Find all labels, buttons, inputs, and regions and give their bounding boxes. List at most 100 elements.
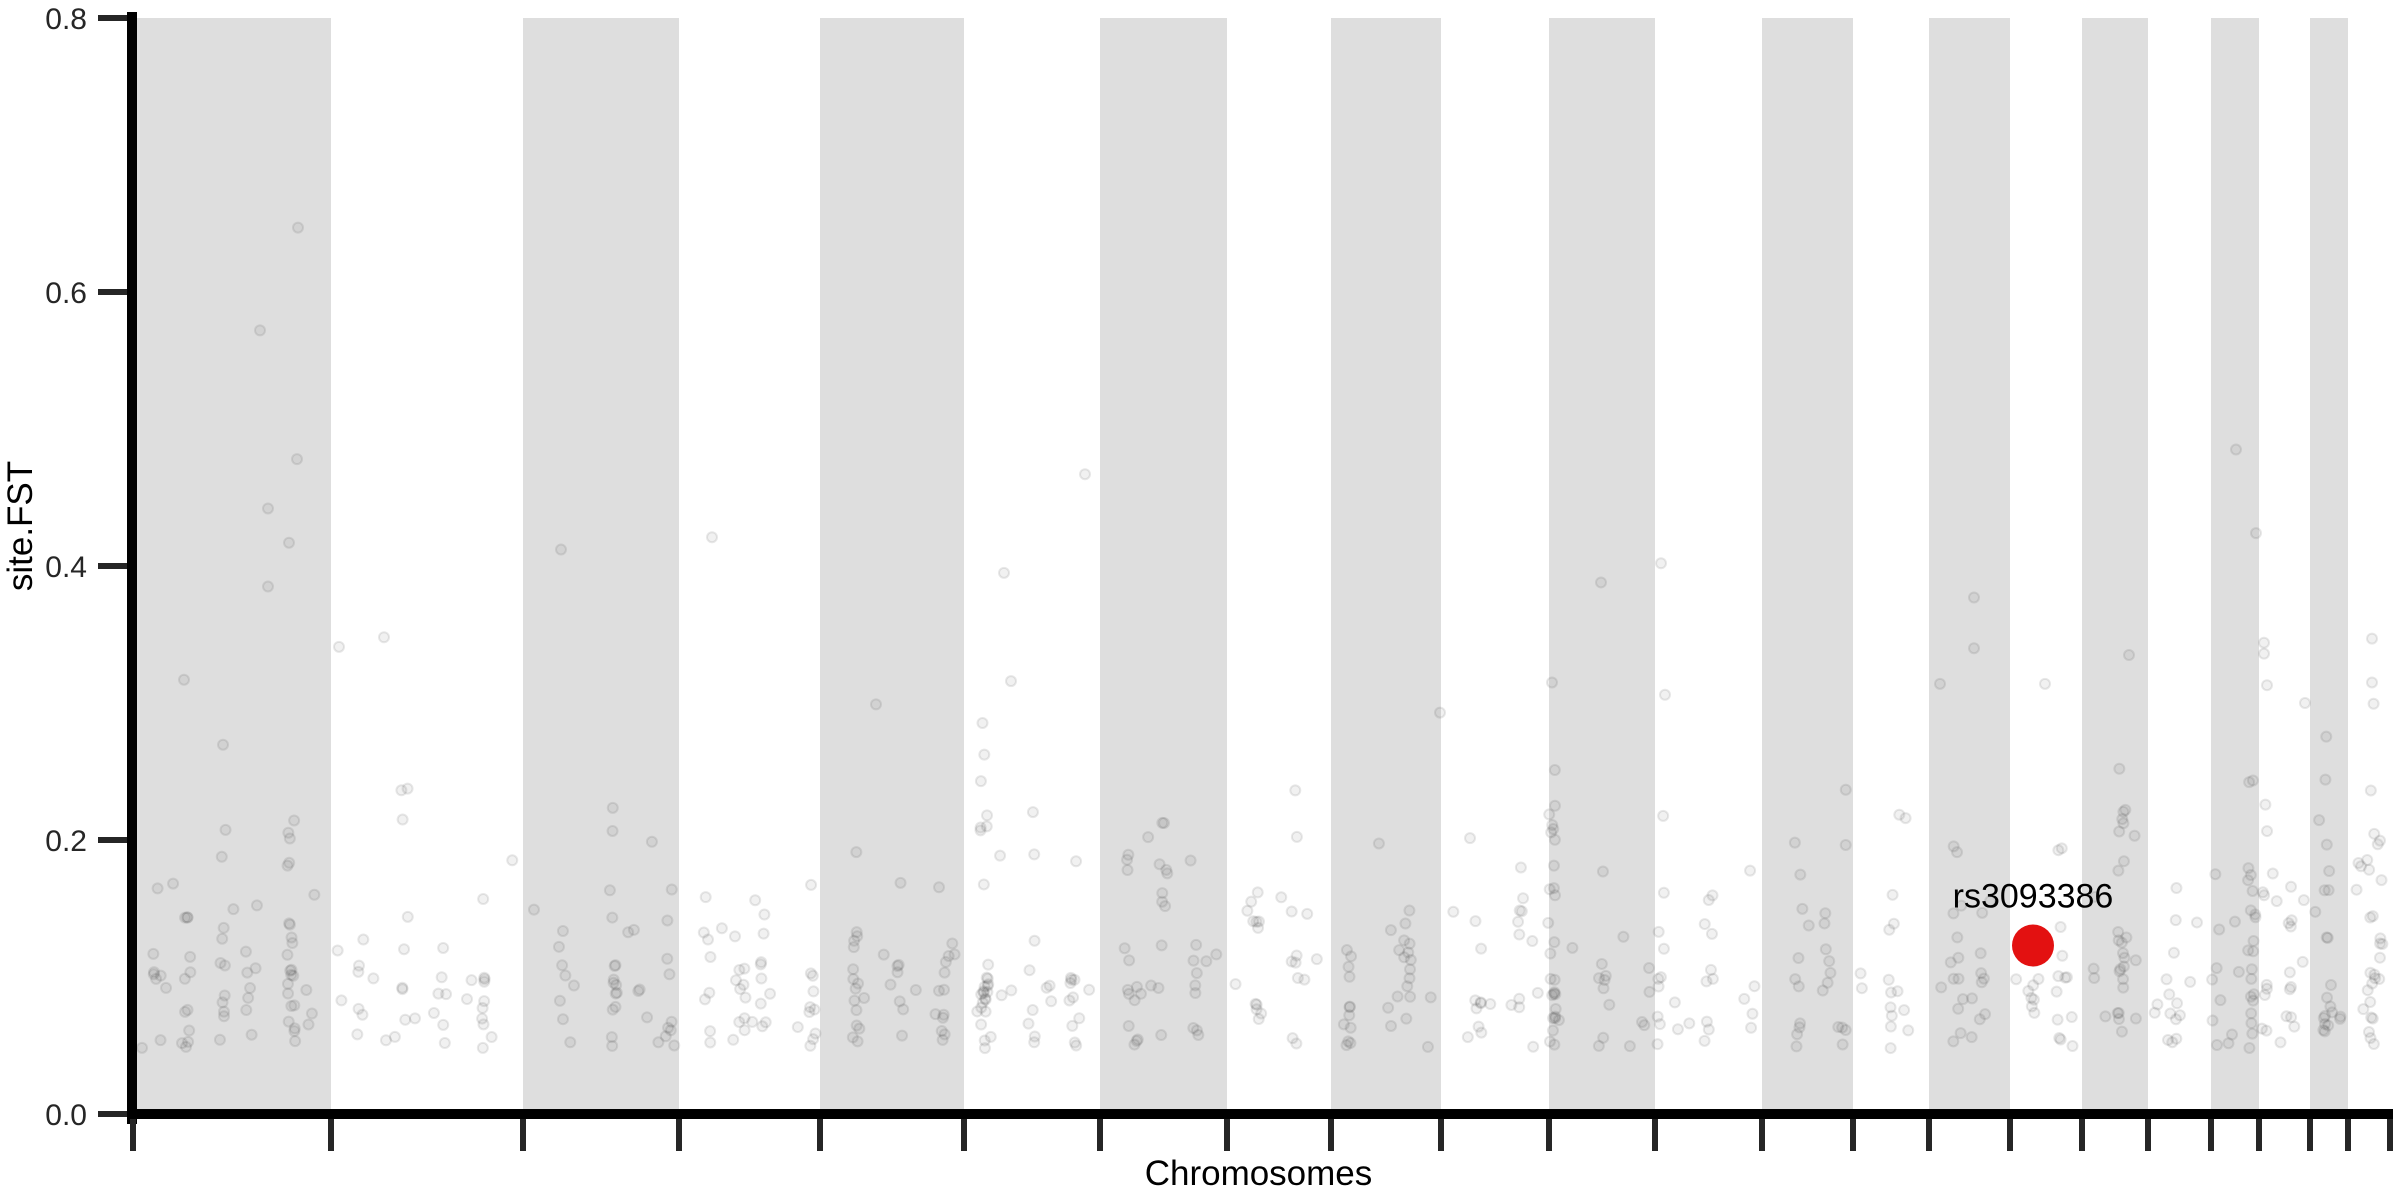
snp-point [552,940,565,953]
snp-outlier-point [1005,675,1017,688]
snp-point [1285,905,1298,918]
snp-point [1343,1009,1356,1022]
snp-point [1028,934,1041,947]
snp-point [1793,1021,1806,1034]
snp-point [1515,905,1528,918]
snp-point [2284,920,2297,933]
snp-point [2112,934,2125,947]
snp-point [2129,954,2142,967]
snp-point [1505,998,1518,1011]
snp-point [181,1003,194,1016]
snp-point [2285,914,2298,927]
snp-outlier-point [2366,676,2378,689]
snp-point [2115,936,2128,949]
snp-point [183,1024,196,1037]
snp-point [2297,894,2310,907]
snp-point [2053,1031,2066,1044]
snp-point [2022,985,2035,998]
snp-outlier-point [1655,557,1667,570]
snp-point [698,993,711,1006]
snp-point [2249,911,2262,924]
snp-point [979,993,992,1006]
snp-point [1342,1035,1355,1048]
snp-point [2246,1027,2259,1040]
snp-point [1192,1028,1205,1041]
snp-point [1657,809,1670,822]
snp-point [1469,915,1482,928]
snp-point [2357,1003,2370,1016]
snp-point [1544,972,1557,985]
snp-point [242,991,255,1004]
snp-point [1700,1015,1713,1028]
snp-outlier-point [2250,527,2262,540]
snp-point [283,832,296,845]
snp-point [1275,891,1288,904]
snp-point [2246,774,2259,787]
y-tick-label: 0.0 [45,1099,87,1132]
snp-point [2334,1010,2347,1023]
snp-point [850,846,863,859]
snp-point [606,1003,619,1016]
snp-point [219,823,232,836]
snp-point [929,1008,942,1021]
snp-point [2247,988,2260,1001]
snp-point [218,959,231,972]
snp-point [2114,963,2127,976]
snp-point [249,962,262,975]
snp-point [979,1005,992,1018]
snp-point [980,971,993,984]
snp-point [1788,836,1801,849]
snp-point [2056,949,2069,962]
snp-point [1597,1031,1610,1044]
snp-point [2120,931,2133,944]
snp-point [1789,973,1802,986]
snp-point [478,971,491,984]
snp-point [2368,968,2381,981]
snp-point [1671,1023,1684,1036]
snp-point [1802,919,1815,932]
snp-point [154,969,167,982]
snp-point [288,999,301,1012]
snp-point [1790,1040,1803,1053]
snp-point [2115,1025,2128,1038]
snp-point [1597,982,1610,995]
snp-point [1484,998,1497,1011]
snp-point [559,969,572,982]
snp-point [2320,838,2333,851]
snp-point [2054,920,2067,933]
highlight-point[interactable] [2012,924,2054,967]
snp-point [2274,1036,2287,1049]
snp-outlier-point [2261,679,2273,692]
snp-point [755,972,768,985]
snp-point [2371,838,2384,851]
snp-point [936,1011,949,1024]
snp-point [1748,980,1761,993]
snp-point [217,1005,230,1018]
snp-point [2355,860,2368,873]
snp-point [1252,1013,1265,1026]
snp-point [2210,1039,2223,1052]
snp-point [1552,1014,1565,1027]
snp-outlier-point [178,673,190,686]
snp-point [1745,1021,1758,1034]
snp-point [2258,988,2271,1001]
snp-point [2112,1006,2125,1019]
snp-point [553,994,566,1007]
snp-point [179,911,192,924]
snp-point [1245,895,1258,908]
snp-point [239,945,252,958]
snp-point [215,850,228,863]
snp-point [401,782,414,795]
snp-point [283,856,296,869]
snp-point [1657,886,1670,899]
snp-point [1542,916,1555,929]
chromosome-band-13 [1762,18,1853,1118]
snp-outlier-point [2258,636,2270,649]
snp-point [1472,1020,1485,1033]
snp-point [2319,1009,2332,1022]
snp-point [2099,1010,2112,1023]
snp-point [1599,969,1612,982]
snp-point [704,950,717,963]
snp-point [308,888,321,901]
snp-point [1513,928,1526,941]
